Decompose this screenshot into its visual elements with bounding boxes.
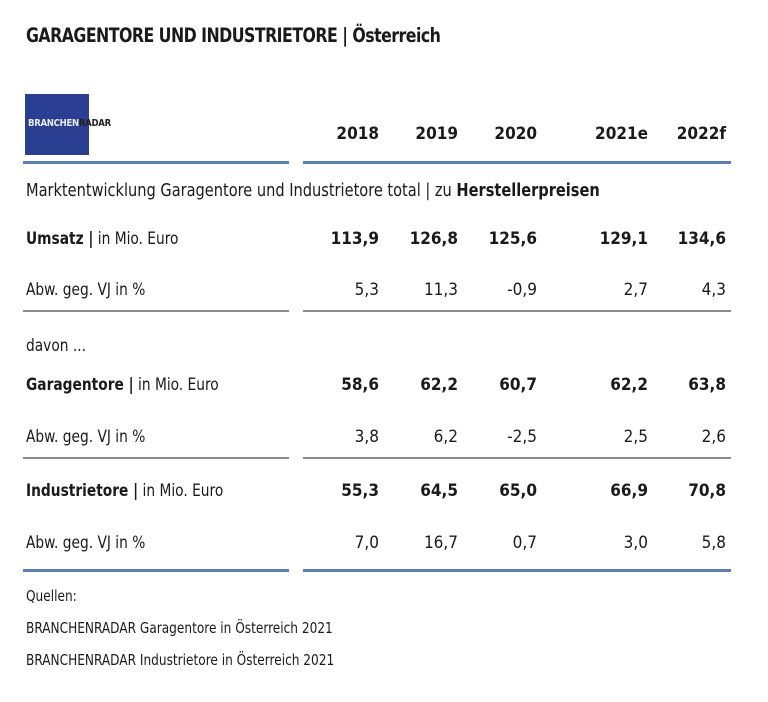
- value-cell: 66,9: [610, 481, 648, 501]
- value-cell: 70,8: [688, 481, 726, 501]
- year-header: 2022f: [676, 124, 726, 144]
- source-item: BRANCHENRADAR Garagentore in Österreich …: [26, 619, 333, 637]
- subtitle-bold: Herstellerpreisen: [456, 180, 600, 201]
- row-label-bold: Industrietore |: [26, 481, 139, 501]
- section-divider: [23, 310, 289, 312]
- row-label: Umsatz | in Mio. Euro: [26, 229, 178, 249]
- change-cell: 5,3: [354, 280, 379, 300]
- davon-label: davon ...: [26, 336, 86, 356]
- row-label: Garagentore | in Mio. Euro: [26, 375, 219, 395]
- sources-heading: Quellen:: [26, 587, 77, 605]
- change-cell: 2,7: [623, 280, 648, 300]
- change-cell: 5,8: [701, 533, 726, 553]
- davon-row: davon ...: [0, 336, 768, 360]
- change-cell: 2,5: [623, 427, 648, 447]
- change-cell: 2,6: [701, 427, 726, 447]
- year-header-row: 2018 2019 2020 2021e 2022f: [0, 124, 768, 148]
- row-label: Abw. geg. VJ in %: [26, 427, 146, 447]
- value-cell: 62,2: [610, 375, 648, 395]
- value-cell: 64,5: [420, 481, 458, 501]
- year-header: 2021e: [595, 124, 648, 144]
- value-cell: 126,8: [409, 229, 458, 249]
- section-divider: [303, 457, 731, 459]
- value-cell: 65,0: [499, 481, 537, 501]
- change-cell: 3,0: [623, 533, 648, 553]
- change-cell: -0,9: [507, 280, 537, 300]
- table-subtitle-row: Marktentwicklung Garagentore und Industr…: [0, 180, 768, 204]
- value-cell: 129,1: [599, 229, 648, 249]
- change-cell: -2,5: [507, 427, 537, 447]
- row-label: Industrietore | in Mio. Euro: [26, 481, 223, 501]
- value-cell: 134,6: [677, 229, 726, 249]
- row-label-unit: in Mio. Euro: [138, 481, 224, 501]
- change-cell: 16,7: [423, 533, 458, 553]
- table-row-umsatz-change: Abw. geg. VJ in % 5,3 11,3 -0,9 2,7 4,3: [0, 280, 768, 304]
- year-header: 2018: [336, 124, 379, 144]
- value-cell: 63,8: [688, 375, 726, 395]
- table-row-umsatz: Umsatz | in Mio. Euro 113,9 126,8 125,6 …: [0, 229, 768, 253]
- value-cell: 62,2: [420, 375, 458, 395]
- table-row-industrietore-change: Abw. geg. VJ in % 7,0 16,7 0,7 3,0 5,8: [0, 533, 768, 557]
- year-header: 2020: [494, 124, 537, 144]
- row-label-bold: Garagentore |: [26, 375, 134, 395]
- logo-text: BRANCHENRADAR: [28, 118, 111, 129]
- table-row-garagentore: Garagentore | in Mio. Euro 58,6 62,2 60,…: [0, 375, 768, 399]
- change-cell: 4,3: [701, 280, 726, 300]
- page-title: GARAGENTORE UND INDUSTRIETORE | Österrei…: [26, 24, 441, 47]
- change-cell: 0,7: [512, 533, 537, 553]
- change-cell: 7,0: [354, 533, 379, 553]
- logo-text-branchen: BRANCHEN: [28, 118, 79, 129]
- table-row-industrietore: Industrietore | in Mio. Euro 55,3 64,5 6…: [0, 481, 768, 505]
- change-cell: 3,8: [354, 427, 379, 447]
- row-label-unit: in Mio. Euro: [93, 229, 179, 249]
- value-cell: 55,3: [341, 481, 379, 501]
- value-cell: 113,9: [330, 229, 379, 249]
- title-separator: |: [337, 24, 353, 47]
- table-subtitle: Marktentwicklung Garagentore und Industr…: [26, 180, 600, 201]
- logo-text-radar: RADAR: [78, 118, 111, 129]
- branchenradar-logo: [25, 94, 89, 155]
- footer-divider-right: [303, 569, 731, 572]
- value-cell: 125,6: [488, 229, 537, 249]
- footer-divider-left: [23, 569, 289, 572]
- row-label: Abw. geg. VJ in %: [26, 280, 146, 300]
- row-label-unit: in Mio. Euro: [133, 375, 219, 395]
- title-main: GARAGENTORE UND INDUSTRIETORE: [26, 24, 338, 47]
- source-item: BRANCHENRADAR Industrietore in Österreic…: [26, 651, 335, 669]
- section-divider: [303, 310, 731, 312]
- change-cell: 6,2: [433, 427, 458, 447]
- value-cell: 58,6: [341, 375, 379, 395]
- table-row-garagentore-change: Abw. geg. VJ in % 3,8 6,2 -2,5 2,5 2,6: [0, 427, 768, 451]
- subtitle-text: Marktentwicklung Garagentore und Industr…: [26, 180, 457, 201]
- value-cell: 60,7: [499, 375, 537, 395]
- year-header: 2019: [415, 124, 458, 144]
- row-label-bold: Umsatz |: [26, 229, 94, 249]
- section-divider: [23, 457, 289, 459]
- header-divider-left: [23, 161, 289, 164]
- header-divider-right: [303, 161, 731, 164]
- change-cell: 11,3: [423, 280, 458, 300]
- row-label: Abw. geg. VJ in %: [26, 533, 146, 553]
- title-region: Österreich: [352, 24, 441, 47]
